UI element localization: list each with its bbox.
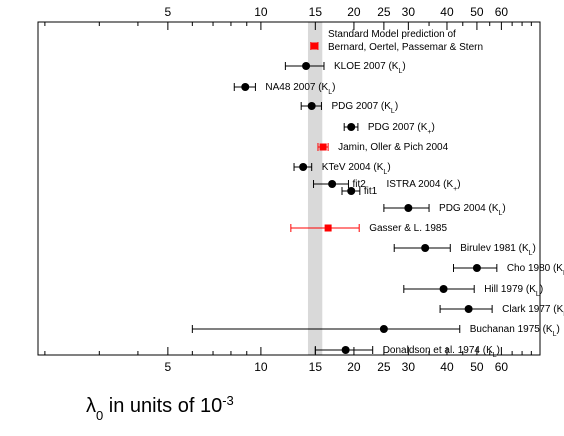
x-axis-label-superscript: -3 <box>222 393 234 408</box>
x-tick-label-bottom: 40 <box>440 360 454 374</box>
measurement-label: KLOE 2007 (KL) <box>334 61 406 75</box>
measurement-label: PDG 2007 (K+) <box>368 122 435 136</box>
data-point <box>328 180 337 188</box>
measurement-label: Birulev 1981 (KL) <box>460 243 536 257</box>
measurement-label: ISTRA 2004 (K+) <box>386 179 460 193</box>
x-axis-label: λ0 in units of 10-3 <box>86 393 234 423</box>
data-point-square <box>324 224 332 232</box>
data-point <box>341 346 350 354</box>
x-tick-label-bottom: 30 <box>402 360 416 374</box>
x-tick-label-top: 15 <box>309 5 323 19</box>
mark-layer: Standard Model prediction of Bernard, Oer… <box>191 29 564 359</box>
x-axis-label-lambda: λ <box>86 395 96 417</box>
measurement-label: Cho 1980 (KL) <box>507 263 564 277</box>
data-point <box>421 244 430 252</box>
x-tick-label-bottom: 50 <box>470 360 484 374</box>
data-point <box>299 163 308 171</box>
measurement-label: Gasser & L. 1985 <box>369 223 447 234</box>
x-tick-label-top: 40 <box>440 5 454 19</box>
data-point <box>241 83 250 91</box>
fit-tag: fit2 <box>352 179 366 190</box>
measurement-label: PDG 2004 (KL) <box>439 203 506 217</box>
x-tick-label-top: 20 <box>347 5 361 19</box>
measurement-label: Donaldson et al. 1974 (KL) <box>383 345 500 359</box>
tick-layer: 5 5 10 10 15 15 20 20 25 25 30 30 40 40 50 50 60 60 <box>44 5 532 374</box>
x-tick-label-bottom: 10 <box>254 360 268 374</box>
measurement-label-line2: Bernard, Oertel, Passemar & Stern <box>328 42 483 53</box>
measurement-label: NA48 2007 (KL) <box>265 82 335 96</box>
x-tick-label-top: 60 <box>495 5 509 19</box>
data-point <box>347 123 356 131</box>
data-point <box>302 62 311 70</box>
sm-band <box>307 22 323 355</box>
x-tick-label-bottom: 5 <box>165 360 172 374</box>
data-point-square <box>310 42 318 50</box>
x-tick-label-top: 30 <box>402 5 416 19</box>
measurement-label: Buchanan 1975 (KL) <box>470 324 560 338</box>
data-point <box>347 187 356 195</box>
x-tick-label-bottom: 15 <box>309 360 323 374</box>
measurement-label: PDG 2007 (KL) <box>331 101 398 115</box>
x-tick-label-top: 10 <box>254 5 268 19</box>
fit-tag: fit1 <box>364 186 378 197</box>
measurement-label: Standard Model prediction of <box>328 29 456 40</box>
measurement-label: KTeV 2004 (KL) <box>322 162 391 176</box>
measurement-label: Clark 1977 (KL) <box>502 304 564 318</box>
x-tick-label-bottom: 60 <box>495 360 509 374</box>
x-axis-label-text: in units of 10 <box>103 395 222 417</box>
data-point <box>404 204 413 212</box>
data-point <box>379 325 388 333</box>
x-tick-label-top: 50 <box>470 5 484 19</box>
data-point-square <box>319 143 327 151</box>
data-point <box>307 102 316 110</box>
data-point <box>472 264 481 272</box>
data-point <box>439 285 448 293</box>
x-tick-label-top: 5 <box>165 5 172 19</box>
band-layer <box>307 22 323 355</box>
x-tick-label-top: 25 <box>377 5 391 19</box>
measurement-label: Jamin, Oller & Pich 2004 <box>338 142 448 153</box>
plot-frame <box>37 21 541 356</box>
measurement-label: Hill 1979 (KL) <box>484 284 543 298</box>
x-tick-label-bottom: 20 <box>347 360 361 374</box>
x-axis-label-subscript: 0 <box>96 408 103 423</box>
data-point <box>464 305 473 313</box>
x-tick-label-bottom: 25 <box>377 360 391 374</box>
